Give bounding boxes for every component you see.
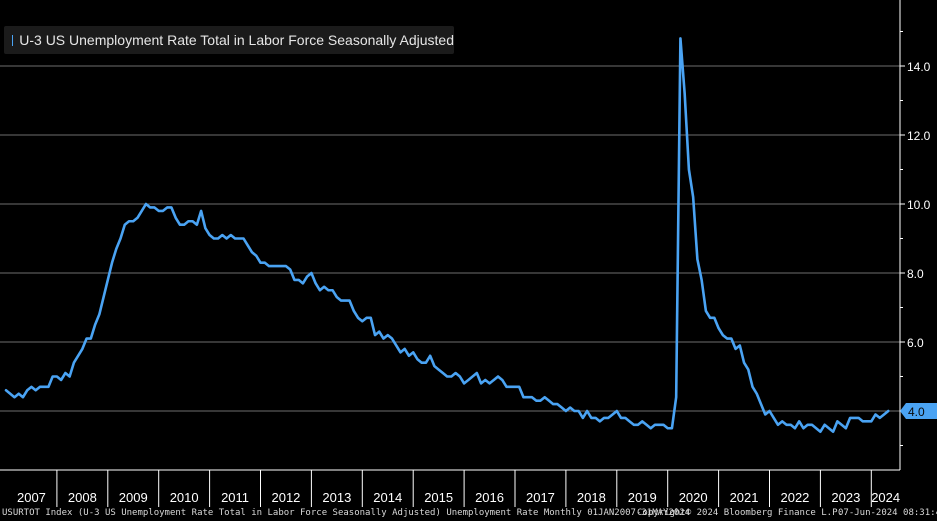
- y-tick-label: 12.0: [907, 129, 931, 143]
- y-tick-label: 8.0: [907, 267, 924, 281]
- x-tick-label: 2020: [679, 490, 708, 505]
- footer-index-text: USURTOT Index (U-3 US Unemployment Rate …: [2, 508, 691, 518]
- last-value-label: 4.0: [900, 403, 937, 419]
- legend-swatch: [12, 34, 14, 46]
- x-tick-label: 2024: [871, 490, 900, 505]
- last-value-layer: 4.0: [900, 403, 937, 419]
- x-tick-label: 2007: [17, 490, 46, 505]
- y-tick-label: 14.0: [907, 60, 931, 74]
- x-tick-label: 2018: [577, 490, 606, 505]
- y-tick-label: 6.0: [907, 336, 924, 350]
- legend: U-3 US Unemployment Rate Total in Labor …: [4, 26, 454, 54]
- x-tick-label: 2022: [780, 490, 809, 505]
- x-axis: 2007 2008 2009 2010 2011 2012 2013 2014 2015 2016…: [0, 469, 900, 507]
- footer-timestamp: 07-Jun-2024 08:31:45: [838, 508, 937, 518]
- x-tick-label: 2012: [271, 490, 300, 505]
- last-value-badge: [900, 403, 937, 419]
- gridlines: [0, 65, 900, 412]
- x-tick-label: 2011: [221, 490, 249, 505]
- x-tick-label: 2010: [170, 490, 199, 505]
- x-tick-label: 2008: [68, 490, 97, 505]
- x-tick-label: 2019: [628, 490, 657, 505]
- x-tick-label: 2016: [475, 490, 504, 505]
- y-tick-label: 10.0: [907, 198, 931, 212]
- x-tick-label: 2021: [730, 490, 759, 505]
- x-tick-label: 2014: [373, 490, 402, 505]
- series-line-unemployment-rate: [4, 37, 890, 434]
- x-tick-label: 2015: [424, 490, 453, 505]
- legend-label: U-3 US Unemployment Rate Total in Labor …: [19, 32, 454, 48]
- footer-bar: USURTOT Index (U-3 US Unemployment Rate …: [0, 507, 937, 521]
- x-tick-label: 2009: [119, 490, 148, 505]
- y-axis: 6.0 8.0 10.0 12.0 14.0: [899, 0, 931, 470]
- last-value-text: 4.0: [908, 405, 925, 419]
- series-layer: [4, 37, 890, 434]
- x-tick-label: 2013: [322, 490, 351, 505]
- footer-copyright: Copyright© 2024 Bloomberg Finance L.P.: [637, 508, 843, 518]
- x-tick-label: 2017: [526, 490, 555, 505]
- x-tick-label: 2023: [831, 490, 860, 505]
